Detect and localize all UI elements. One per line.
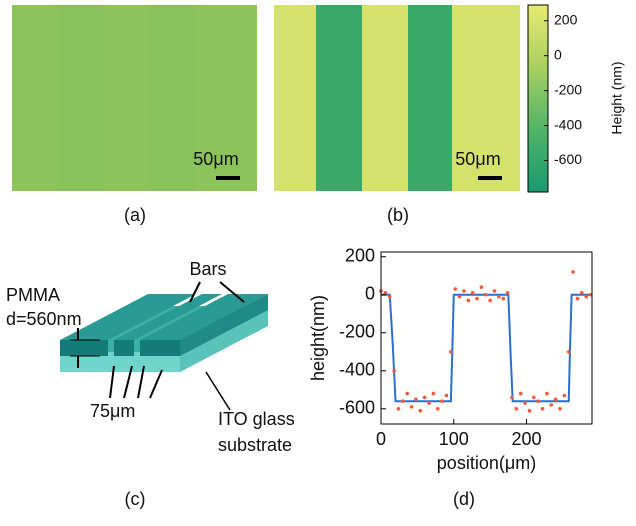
data-point [480,285,484,289]
data-point [414,397,418,401]
data-point [506,291,510,295]
data-point [584,295,588,299]
x-tick-label: 100 [439,429,469,449]
data-point [384,291,388,295]
data-point [484,293,488,297]
x-tick-label: 0 [376,429,386,449]
data-point [440,399,444,403]
data-point [462,289,466,293]
colorbar-tick-label: -600 [554,151,582,167]
label-ito: ITO glass [218,409,295,429]
colorbar-tick-label: 0 [554,46,562,62]
data-point [567,350,571,354]
data-point [432,392,436,396]
scale-bar [216,176,240,180]
image-b-stripe [316,5,362,191]
y-tick-label: -400 [339,360,375,380]
data-point [545,392,549,396]
data-point [449,350,453,354]
data-point [558,407,562,411]
data-point [580,291,584,295]
data-point [519,392,523,396]
x-axis-label: position(μm) [437,453,536,473]
data-point [563,394,567,398]
scale-label: 50μm [193,149,238,169]
data-point [405,392,409,396]
fit-line [381,295,592,401]
data-point [445,394,449,398]
label-pmma: PMMA [6,285,60,305]
image-a-stripe [150,5,196,191]
data-point [528,409,532,413]
arrow [206,372,230,410]
data-point [501,297,505,301]
data-point [541,407,545,411]
bar-front [114,340,134,356]
data-point [427,401,431,405]
bar-front [140,340,180,356]
data-point [571,270,575,274]
label-width: 75μm [90,401,135,421]
data-point [497,295,501,299]
data-point [532,396,536,400]
colorbar [528,5,548,192]
data-point [523,401,527,405]
data-point [410,405,414,409]
scale-label: 50μm [455,149,500,169]
bar-front [60,340,108,356]
panel-label: (a) [124,205,146,225]
data-point [549,403,553,407]
image-b-stripe [408,5,452,191]
y-axis-label: height(nm) [308,295,328,381]
y-tick-label: 200 [345,246,375,266]
colorbar-tick-label: -200 [554,81,582,97]
panel-label: (d) [453,489,475,509]
data-point [488,299,492,303]
x-tick-label: 200 [511,429,541,449]
data-point [453,287,457,291]
colorbar-label: Height (nm) [609,61,625,134]
y-tick-label: -200 [339,322,375,342]
data-point [475,297,479,301]
data-point [554,397,558,401]
image-a-stripe [58,5,104,191]
data-point [510,396,514,400]
label-thickness: d=560nm [6,309,82,329]
data-point [471,291,475,295]
colorbar-tick-label: -400 [554,116,582,132]
panel-label: (b) [387,205,409,225]
data-point [536,399,540,403]
label-bars: Bars [189,259,226,279]
plot-frame [381,252,592,424]
y-tick-label: 0 [365,284,375,304]
arrow [150,370,162,398]
data-point [418,409,422,413]
y-tick-label: -600 [339,398,375,418]
data-point [392,369,396,373]
colorbar-tick-label: 200 [554,11,578,27]
data-point [576,297,580,301]
data-point [401,399,405,403]
data-point [467,299,471,303]
panel-label: (c) [125,489,146,509]
data-point [388,295,392,299]
data-point [458,295,462,299]
data-point [436,407,440,411]
data-point [423,396,427,400]
scale-bar [478,176,502,180]
data-point [397,407,401,411]
data-point [515,407,519,411]
label-ito: substrate [218,435,292,455]
figure: 50μm (a) 50μm (b) Height (nm) Bars PMMA … [0,0,636,521]
data-point [493,289,497,293]
